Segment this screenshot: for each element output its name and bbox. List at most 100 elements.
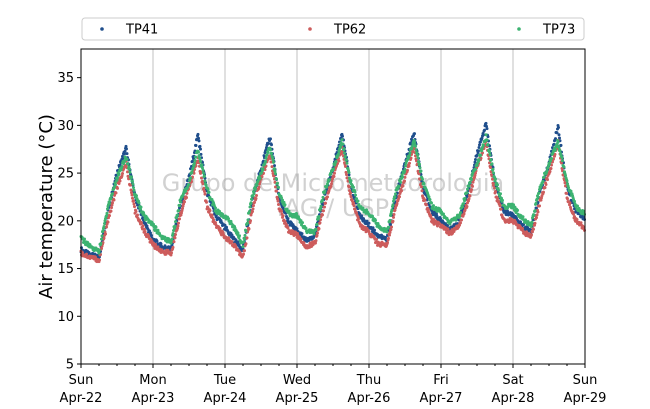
point-TP73 xyxy=(569,189,573,193)
point-TP62 xyxy=(337,159,341,163)
point-TP73 xyxy=(533,209,537,213)
point-TP62 xyxy=(392,212,396,216)
point-TP41 xyxy=(145,224,149,228)
point-TP41 xyxy=(347,173,351,177)
point-TP73 xyxy=(416,153,419,157)
point-TP73 xyxy=(387,225,390,229)
point-TP73 xyxy=(254,187,257,191)
point-TP73 xyxy=(475,163,479,167)
point-TP62 xyxy=(117,182,121,186)
point-TP41 xyxy=(473,160,477,164)
point-TP73 xyxy=(246,221,249,225)
point-TP73 xyxy=(187,182,191,186)
point-TP73 xyxy=(266,151,270,155)
point-TP73 xyxy=(403,167,407,171)
point-TP62 xyxy=(321,213,324,217)
point-TP62 xyxy=(471,180,475,184)
point-TP73 xyxy=(227,217,230,221)
legend-marker-TP62 xyxy=(308,27,312,31)
point-TP73 xyxy=(341,142,345,146)
point-TP73 xyxy=(117,172,121,176)
point-TP73 xyxy=(202,171,205,175)
point-TP62 xyxy=(214,221,217,225)
point-TP73 xyxy=(200,163,204,167)
point-TP62 xyxy=(116,186,119,190)
point-TP62 xyxy=(420,185,423,189)
point-TP73 xyxy=(111,192,114,196)
point-TP73 xyxy=(557,146,561,150)
point-TP41 xyxy=(149,231,152,235)
point-TP73 xyxy=(194,155,198,159)
point-TP73 xyxy=(323,189,327,193)
point-TP73 xyxy=(172,229,175,233)
point-TP62 xyxy=(459,221,462,225)
point-TP62 xyxy=(112,198,116,202)
point-TP62 xyxy=(275,189,278,193)
point-TP62 xyxy=(564,184,567,188)
point-TP41 xyxy=(484,121,488,125)
point-TP73 xyxy=(252,192,256,196)
point-TP73 xyxy=(408,153,411,157)
point-TP62 xyxy=(121,172,124,175)
point-TP73 xyxy=(414,148,418,152)
point-TP73 xyxy=(131,179,134,183)
point-TP62 xyxy=(257,185,261,189)
point-TP62 xyxy=(548,170,552,173)
point-TP62 xyxy=(568,201,572,205)
point-TP73 xyxy=(229,219,233,223)
x-tick-date: Apr-25 xyxy=(276,391,319,406)
point-TP62 xyxy=(401,184,405,188)
x-tick-day: Fri xyxy=(433,373,449,388)
point-TP73 xyxy=(113,185,116,189)
point-TP73 xyxy=(156,228,160,232)
y-tick-label: 20 xyxy=(57,214,74,229)
point-TP62 xyxy=(563,181,567,185)
x-tick-date: Apr-22 xyxy=(60,391,103,406)
point-TP73 xyxy=(264,156,268,160)
point-TP73 xyxy=(248,210,251,214)
point-TP73 xyxy=(393,195,397,199)
point-TP41 xyxy=(125,152,129,156)
point-TP73 xyxy=(241,245,245,249)
point-TP73 xyxy=(135,194,138,198)
point-TP62 xyxy=(134,209,138,213)
point-TP73 xyxy=(536,195,540,199)
point-TP73 xyxy=(258,176,262,180)
legend-marker-TP41 xyxy=(100,27,104,31)
x-tick-date: Apr-27 xyxy=(420,391,463,406)
point-TP41 xyxy=(123,149,127,153)
point-TP73 xyxy=(442,212,445,216)
point-TP62 xyxy=(489,166,492,170)
point-TP41 xyxy=(554,137,557,141)
point-TP73 xyxy=(280,196,283,200)
y-tick-label: 15 xyxy=(57,262,74,277)
point-TP62 xyxy=(544,183,548,187)
point-TP73 xyxy=(169,241,173,245)
point-TP73 xyxy=(132,186,135,190)
point-TP62 xyxy=(494,190,497,194)
point-TP73 xyxy=(255,183,259,187)
point-TP73 xyxy=(432,204,435,208)
point-TP73 xyxy=(248,205,252,209)
point-TP73 xyxy=(516,208,519,212)
point-TP62 xyxy=(120,174,124,178)
point-TP62 xyxy=(498,204,502,208)
point-TP62 xyxy=(143,227,146,231)
point-TP73 xyxy=(410,146,414,150)
point-TP62 xyxy=(323,205,326,209)
point-TP41 xyxy=(371,226,375,230)
y-tick-label: 5 xyxy=(66,358,74,373)
point-TP73 xyxy=(463,196,467,200)
point-TP73 xyxy=(120,164,124,168)
point-TP41 xyxy=(474,158,477,161)
point-TP73 xyxy=(105,214,108,218)
point-TP62 xyxy=(535,213,539,217)
point-TP62 xyxy=(471,184,474,188)
point-TP73 xyxy=(348,176,351,180)
point-TP62 xyxy=(202,186,206,190)
point-TP73 xyxy=(484,133,488,137)
legend-label-TP62: TP62 xyxy=(333,23,366,38)
point-TP62 xyxy=(390,225,393,229)
point-TP62 xyxy=(314,241,317,245)
point-TP73 xyxy=(285,207,289,211)
